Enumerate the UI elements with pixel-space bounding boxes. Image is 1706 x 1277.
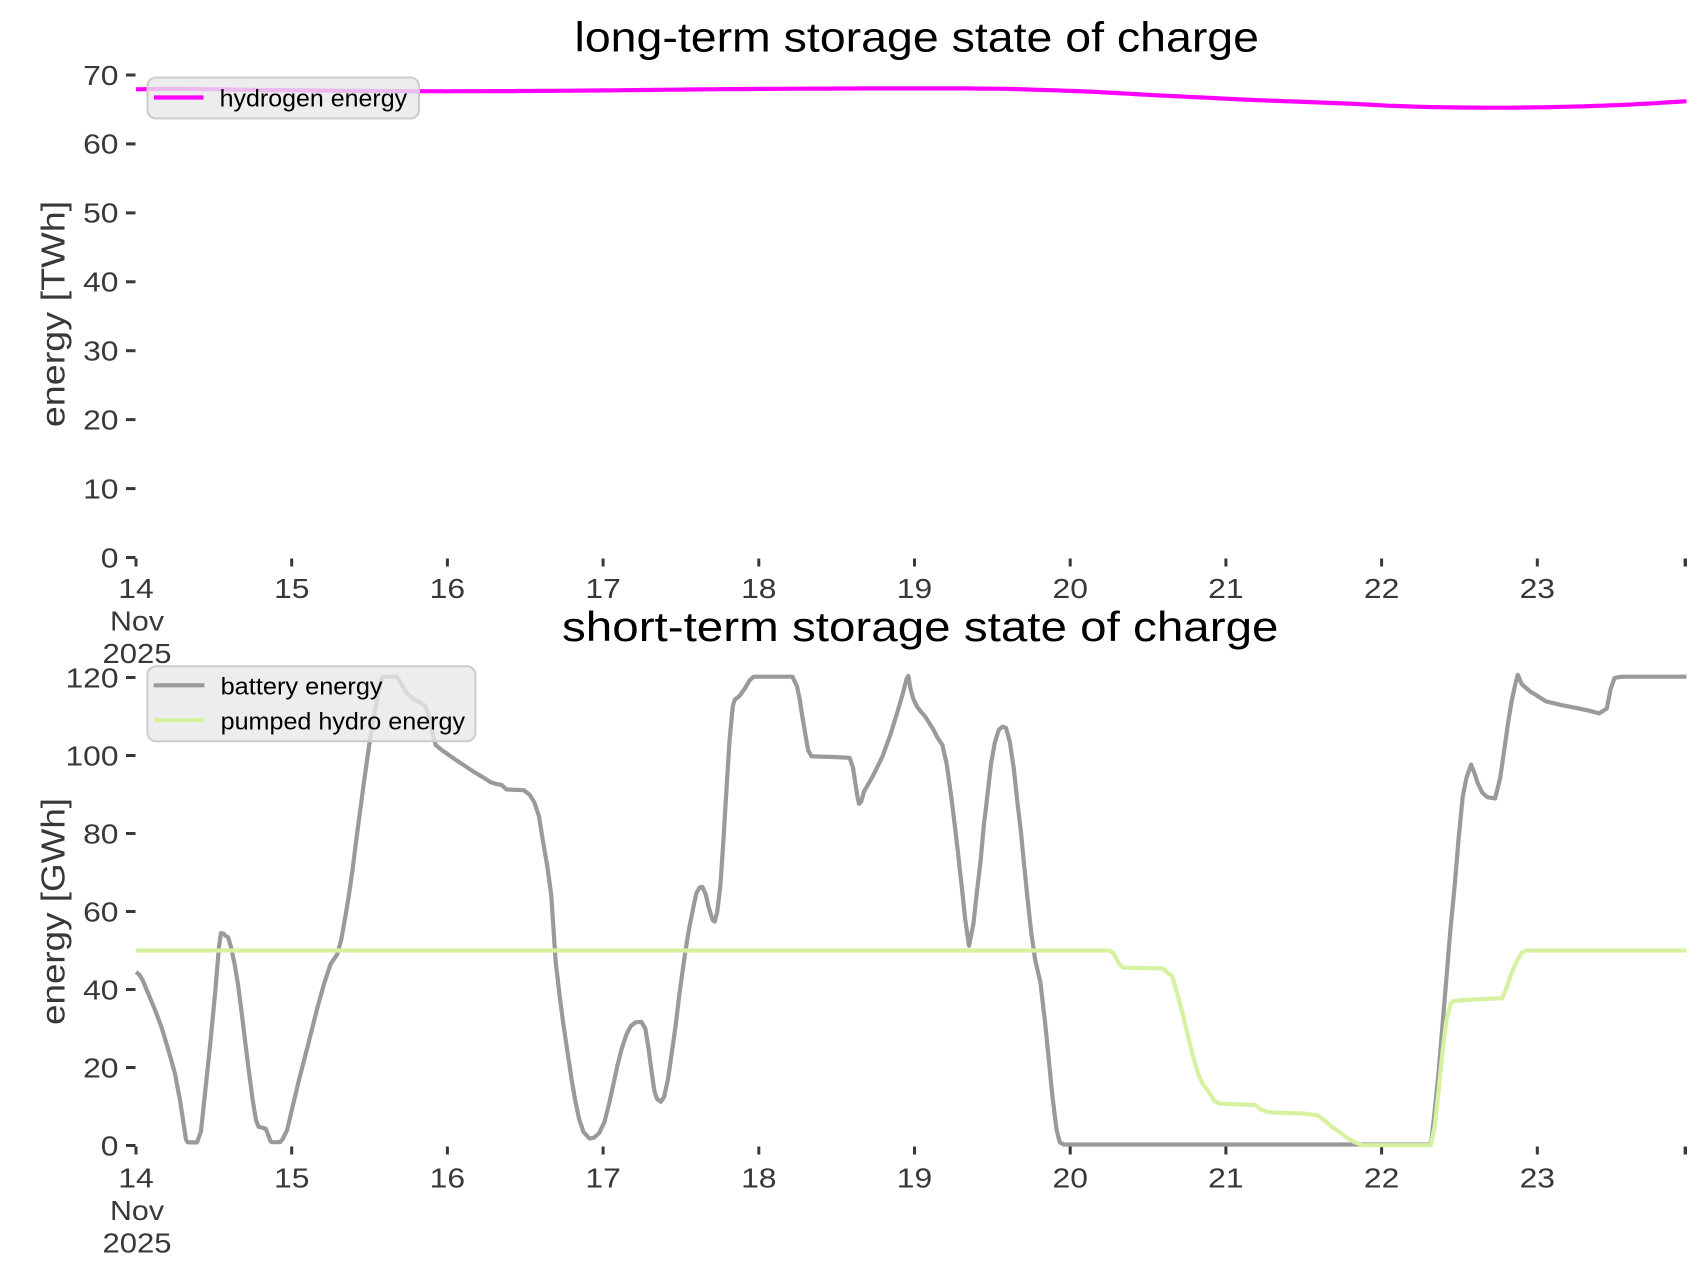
svg-text:80: 80 — [83, 818, 118, 849]
svg-text:40: 40 — [83, 267, 118, 298]
svg-text:short-term storage state of ch: short-term storage state of charge — [562, 603, 1279, 650]
svg-text:120: 120 — [66, 662, 119, 693]
svg-text:21: 21 — [1208, 1163, 1243, 1194]
svg-text:30: 30 — [83, 336, 118, 367]
svg-text:19: 19 — [897, 1163, 932, 1194]
svg-text:19: 19 — [897, 573, 932, 604]
svg-text:15: 15 — [274, 573, 309, 604]
svg-text:2025: 2025 — [103, 638, 172, 669]
svg-text:battery energy: battery energy — [221, 673, 384, 700]
svg-text:20: 20 — [83, 404, 118, 435]
svg-text:energy [TWh]: energy [TWh] — [35, 201, 72, 427]
svg-text:long-term storage state of cha: long-term storage state of charge — [575, 14, 1260, 61]
svg-text:22: 22 — [1364, 1163, 1399, 1194]
svg-text:16: 16 — [430, 573, 465, 604]
svg-text:22: 22 — [1364, 573, 1399, 604]
svg-text:23: 23 — [1520, 1163, 1555, 1194]
svg-text:18: 18 — [741, 573, 776, 604]
svg-text:23: 23 — [1520, 573, 1555, 604]
svg-text:20: 20 — [1053, 573, 1088, 604]
svg-text:20: 20 — [1053, 1163, 1088, 1194]
svg-text:pumped hydro energy: pumped hydro energy — [221, 708, 466, 735]
svg-text:2025: 2025 — [103, 1228, 172, 1259]
svg-text:60: 60 — [83, 896, 118, 927]
svg-text:100: 100 — [66, 740, 119, 771]
svg-text:18: 18 — [741, 1163, 776, 1194]
svg-text:15: 15 — [274, 1163, 309, 1194]
svg-text:0: 0 — [101, 1130, 119, 1161]
svg-text:Nov: Nov — [110, 1195, 164, 1226]
svg-text:Nov: Nov — [110, 606, 164, 637]
svg-text:60: 60 — [83, 129, 118, 160]
svg-text:17: 17 — [585, 1163, 620, 1194]
svg-text:hydrogen energy: hydrogen energy — [220, 86, 408, 113]
svg-text:40: 40 — [83, 974, 118, 1005]
svg-text:14: 14 — [118, 573, 153, 604]
svg-text:energy [GWh]: energy [GWh] — [35, 798, 72, 1025]
svg-text:17: 17 — [585, 573, 620, 604]
svg-text:70: 70 — [83, 60, 118, 91]
svg-text:20: 20 — [83, 1052, 118, 1083]
svg-text:14: 14 — [118, 1163, 153, 1194]
svg-text:21: 21 — [1208, 573, 1243, 604]
svg-text:10: 10 — [83, 473, 118, 504]
svg-text:0: 0 — [101, 542, 119, 573]
svg-text:50: 50 — [83, 198, 118, 229]
svg-text:16: 16 — [430, 1163, 465, 1194]
